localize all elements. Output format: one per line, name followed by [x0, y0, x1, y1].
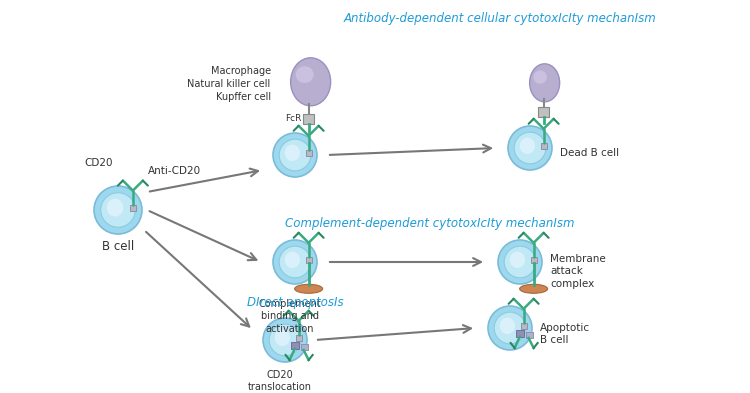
Circle shape — [269, 324, 301, 356]
Ellipse shape — [285, 145, 300, 161]
Ellipse shape — [500, 318, 515, 334]
Bar — [516, 330, 524, 337]
Circle shape — [494, 312, 526, 344]
Text: Dead B cell: Dead B cell — [560, 148, 620, 158]
Text: CD20
translocation
to lipid rafts?: CD20 translocation to lipid rafts? — [248, 370, 312, 393]
Circle shape — [514, 132, 546, 164]
Text: CD20: CD20 — [85, 158, 113, 168]
Bar — [538, 107, 549, 117]
Text: Anti-CD20: Anti-CD20 — [148, 166, 201, 176]
Circle shape — [498, 240, 542, 284]
Ellipse shape — [106, 198, 124, 217]
Circle shape — [273, 240, 317, 284]
Text: B cell: B cell — [102, 240, 134, 253]
Text: Macrophage
Natural killer cell
Kupffer cell: Macrophage Natural killer cell Kupffer c… — [188, 66, 271, 102]
Circle shape — [504, 246, 536, 278]
Text: Complement-dependent cytotoxIcIty mechanIsm: Complement-dependent cytotoxIcIty mechan… — [285, 217, 574, 230]
Text: FcR: FcR — [285, 114, 302, 123]
Bar — [306, 257, 312, 263]
Ellipse shape — [285, 252, 300, 268]
Circle shape — [279, 139, 310, 171]
Text: DIrect apoptosIs: DIrect apoptosIs — [247, 296, 344, 309]
Bar — [541, 143, 547, 149]
Ellipse shape — [291, 58, 331, 106]
Text: Antibody-dependent cellular cytotoxIcIty mechanIsm: Antibody-dependent cellular cytotoxIcIty… — [344, 12, 656, 25]
Bar — [296, 335, 302, 341]
Bar — [306, 150, 312, 156]
Circle shape — [508, 126, 552, 170]
Text: Complement
binding and
activation: Complement binding and activation — [259, 299, 321, 334]
Circle shape — [279, 246, 310, 278]
Bar — [301, 344, 307, 350]
Ellipse shape — [296, 66, 314, 83]
Bar — [531, 257, 537, 263]
Ellipse shape — [520, 138, 535, 154]
Bar — [291, 342, 298, 349]
Circle shape — [488, 306, 532, 350]
Bar — [526, 332, 532, 338]
Bar — [520, 323, 526, 329]
Ellipse shape — [533, 70, 547, 84]
Text: Membrane
attack
complex: Membrane attack complex — [550, 254, 606, 289]
Bar — [303, 114, 314, 124]
Circle shape — [100, 193, 135, 227]
Circle shape — [273, 133, 317, 177]
Ellipse shape — [520, 284, 548, 293]
Ellipse shape — [510, 252, 525, 268]
Circle shape — [94, 186, 142, 234]
Ellipse shape — [530, 64, 560, 102]
Bar — [130, 205, 136, 211]
Ellipse shape — [295, 284, 322, 293]
Ellipse shape — [274, 330, 290, 346]
Text: Apoptotic
B cell: Apoptotic B cell — [540, 323, 590, 345]
Circle shape — [263, 318, 307, 362]
